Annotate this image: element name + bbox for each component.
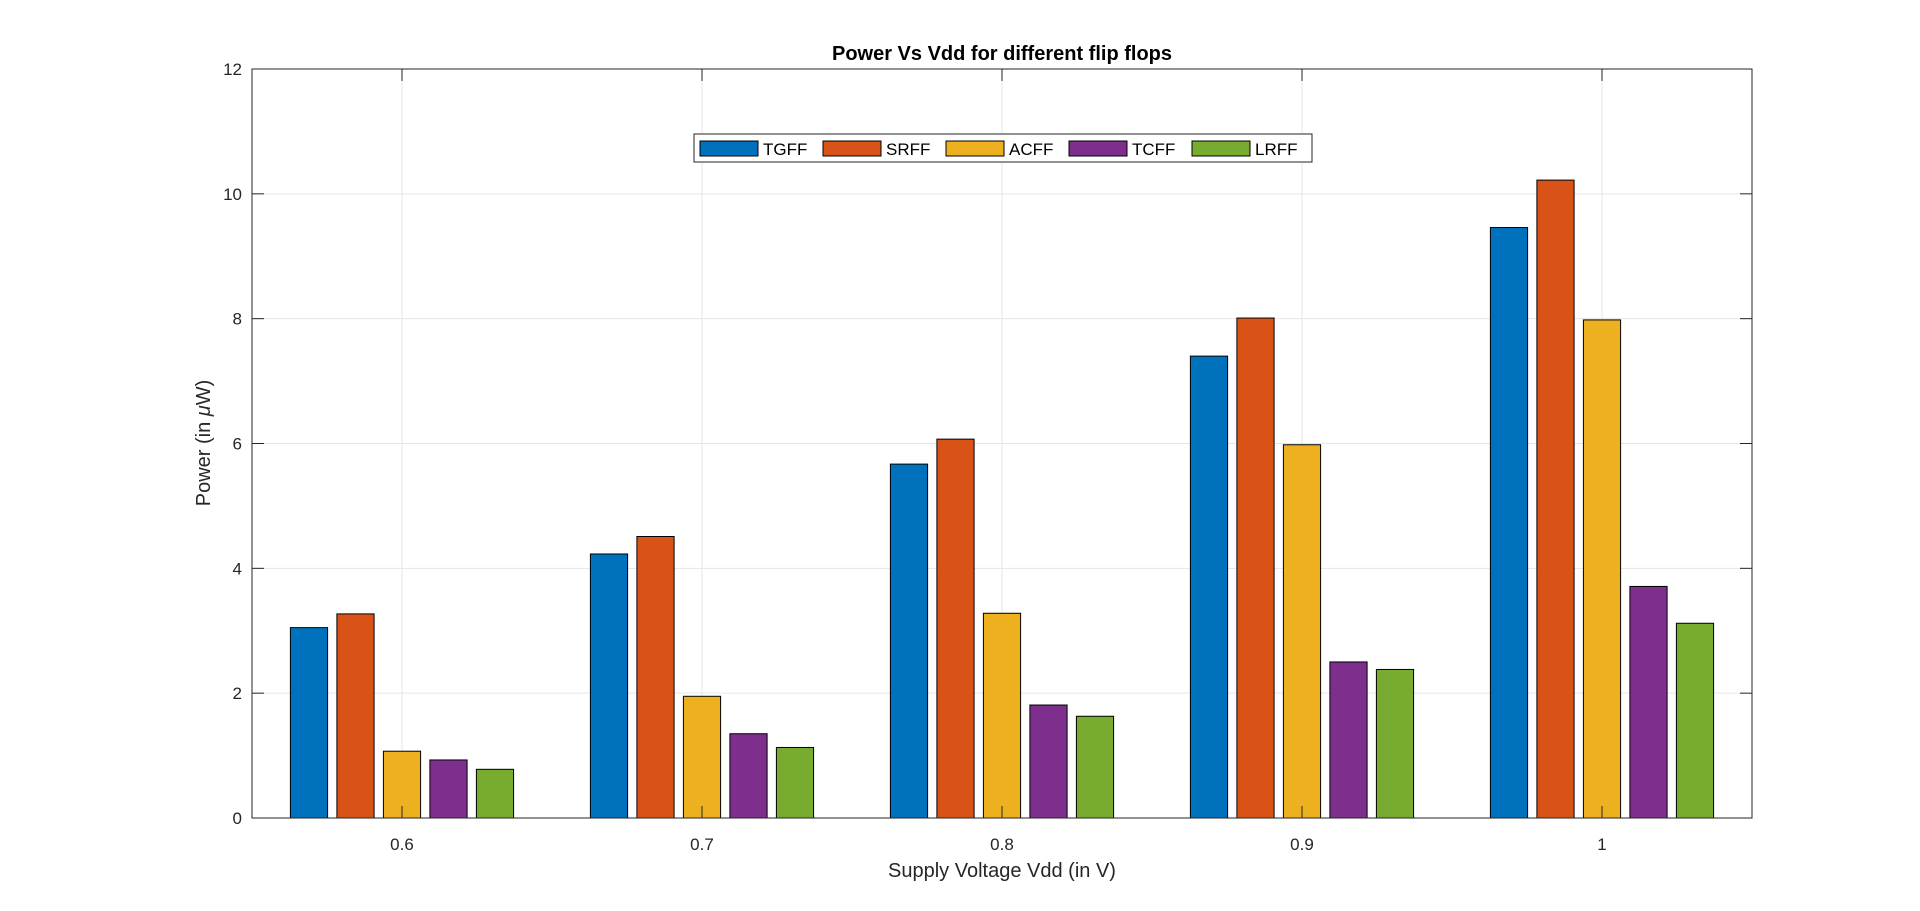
- x-axis-title: Supply Voltage Vdd (in V): [888, 860, 1116, 882]
- bars: [289, 179, 1715, 819]
- bar-tcff-0.6: [429, 759, 468, 819]
- y-tick-label: 6: [233, 435, 242, 454]
- bar-tgff-0.9: [1189, 355, 1229, 819]
- legend-label-acff: ACFF: [1009, 140, 1053, 159]
- legend: TGFF SRFF ACFF TCFF LRFF: [693, 133, 1313, 163]
- y-axis-title: Power (in μW): [193, 380, 215, 507]
- ticks: [252, 68, 1752, 819]
- bar-tgff-0.6: [289, 627, 329, 819]
- bar-tgff-1: [1489, 227, 1529, 819]
- bar-srff-0.7: [636, 536, 675, 819]
- y-tick-label: 4: [233, 559, 242, 578]
- legend-swatch-tcff: [1068, 140, 1128, 157]
- bar-acff-1: [1582, 319, 1622, 819]
- bar-tgff-0.7: [589, 553, 629, 819]
- bar-tcff-0.9: [1329, 661, 1368, 819]
- x-tick-label: 0.6: [390, 835, 414, 854]
- bar-lrff-0.9: [1375, 668, 1415, 819]
- x-tick-label: 1: [1597, 835, 1606, 854]
- bar-lrff-0.6: [475, 768, 515, 819]
- x-tick-labels: 0.6 0.7 0.8 0.9 1: [390, 835, 1607, 854]
- y-tick-labels: 0 2 4 6 8 10 12: [223, 60, 242, 828]
- legend-label-lrff: LRFF: [1255, 140, 1298, 159]
- bar-tcff-0.7: [729, 733, 768, 819]
- bar-acff-0.8: [982, 612, 1022, 819]
- y-tick-label: 8: [233, 310, 242, 329]
- legend-swatch-lrff: [1191, 140, 1251, 157]
- bar-srff-1: [1536, 179, 1575, 819]
- y-axis-title-suffix: W): [193, 380, 215, 406]
- x-tick-label: 0.7: [690, 835, 714, 854]
- y-tick-label: 2: [233, 684, 242, 703]
- x-tick-label: 0.8: [990, 835, 1014, 854]
- bar-srff-0.9: [1236, 317, 1275, 819]
- x-tick-label: 0.9: [1290, 835, 1314, 854]
- bar-srff-0.6: [336, 613, 375, 819]
- legend-label-tcff: TCFF: [1132, 140, 1175, 159]
- legend-swatch-srff: [822, 140, 882, 157]
- legend-label-srff: SRFF: [886, 140, 930, 159]
- bar-acff-0.7: [682, 695, 722, 819]
- y-tick-label: 0: [233, 809, 242, 828]
- legend-swatch-acff: [945, 140, 1005, 157]
- y-axis-title-prefix: Power (in: [193, 416, 215, 506]
- chart-title: Power Vs Vdd for different flip flops: [832, 43, 1172, 65]
- y-tick-label: 10: [223, 185, 242, 204]
- bar-srff-0.8: [936, 438, 975, 819]
- bar-tgff-0.8: [889, 463, 929, 819]
- legend-label-tgff: TGFF: [763, 140, 807, 159]
- bar-acff-0.9: [1282, 444, 1322, 819]
- bar-tcff-0.8: [1029, 704, 1068, 819]
- bar-lrff-1: [1675, 622, 1715, 819]
- legend-swatch-tgff: [699, 140, 759, 157]
- y-tick-label: 12: [223, 60, 242, 79]
- y-axis-title-symbol: μ: [193, 405, 215, 417]
- bar-lrff-0.8: [1075, 715, 1115, 819]
- bar-lrff-0.7: [775, 746, 815, 819]
- bar-tcff-1: [1629, 585, 1668, 819]
